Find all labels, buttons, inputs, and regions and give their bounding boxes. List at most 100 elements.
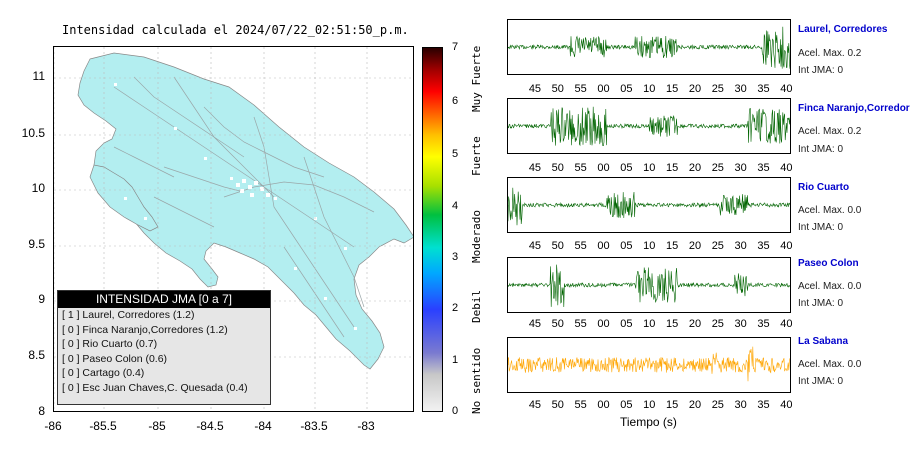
time-tick: 00	[597, 399, 610, 411]
map-y-tick: 8.5	[28, 348, 45, 362]
map-x-tick: -84	[254, 419, 272, 433]
time-tick: 00	[597, 318, 610, 330]
waveform-trace	[508, 187, 790, 226]
legend-row: [ 0 ] Paseo Colon (0.6)	[62, 352, 168, 365]
station-name: Laurel, Corredores	[798, 24, 888, 35]
time-tick: 40	[780, 318, 793, 330]
time-tick: 00	[597, 240, 610, 252]
colorbar-tick: 6	[452, 95, 459, 107]
waveform-time-ticks: 45 50 55 00 05 10 15 20 25 30 35 40	[507, 240, 793, 254]
waveform-trace	[508, 26, 790, 69]
map-x-tick: -83	[357, 419, 375, 433]
station-name: La Sabana	[798, 336, 849, 347]
station-jma: Int JMA: 0	[798, 298, 844, 309]
time-tick: 10	[643, 399, 656, 411]
time-tick: 55	[574, 399, 587, 411]
time-tick: 45	[528, 83, 542, 95]
time-tick: 20	[688, 162, 702, 174]
legend-row: [ 0 ] Cartago (0.4)	[62, 367, 145, 379]
colorbar-tick: 3	[452, 251, 459, 263]
time-tick: 15	[665, 318, 679, 330]
station-jma: Int JMA: 0	[798, 65, 844, 76]
time-tick: 05	[620, 318, 633, 330]
time-tick: 25	[711, 399, 724, 411]
station-name: Finca Naranjo,Corredores	[798, 103, 910, 114]
waveform-trace	[508, 346, 790, 382]
time-tick: 45	[528, 399, 542, 411]
legend-row: [ 0 ] Esc Juan Chaves,C. Quesada (0.4)	[62, 381, 248, 394]
time-tick: 45	[528, 240, 542, 252]
station-acel: Acel. Max. 0.2	[798, 126, 862, 137]
time-tick: 25	[711, 83, 724, 95]
time-tick: 30	[734, 240, 747, 252]
time-tick: 30	[734, 318, 747, 330]
station-name: Paseo Colon	[798, 258, 859, 269]
station-acel: Acel. Max. 0.2	[798, 48, 862, 59]
time-tick: 40	[780, 83, 793, 95]
time-tick: 25	[711, 240, 724, 252]
colorbar-label-moderado: Moderado	[470, 210, 483, 263]
time-tick: 00	[597, 83, 610, 95]
colorbar-label-no-sentido: No sentido	[470, 347, 483, 414]
time-tick: 35	[757, 240, 770, 252]
time-tick: 05	[620, 83, 633, 95]
time-tick: 15	[665, 83, 679, 95]
colorbar-label-muy-fuerte: Muy Fuerte	[470, 45, 483, 112]
waveform-time-ticks: 45 50 55 00 05 10 15 20 25 30 35 40	[507, 162, 793, 176]
colorbar-tick: 2	[452, 302, 459, 314]
waveform-time-ticks: 45 50 55 00 05 10 15 20 25 30 35 40	[507, 399, 793, 413]
intensity-legend: INTENSIDAD JMA [0 a 7] [ 1 ] Laurel, Cor…	[57, 290, 271, 405]
time-tick: 50	[551, 240, 564, 252]
time-tick: 50	[551, 318, 564, 330]
waveform-time-ticks: 45 50 55 00 05 10 15 20 25 30 35 40	[507, 318, 793, 332]
time-tick: 35	[757, 162, 770, 174]
time-tick: 30	[734, 162, 747, 174]
map-x-tick: -83.5	[300, 419, 328, 433]
time-tick: 10	[643, 240, 656, 252]
map-x-tick: -84.5	[196, 419, 224, 433]
colorbar-tick: 4	[452, 200, 459, 212]
legend-row: [ 0 ] Finca Naranjo,Corredores (1.2)	[62, 323, 228, 336]
time-tick: 30	[734, 83, 747, 95]
time-tick: 55	[574, 162, 587, 174]
time-tick: 40	[780, 240, 793, 252]
time-tick: 00	[597, 162, 610, 174]
station-jma: Int JMA: 0	[798, 222, 844, 233]
time-tick: 50	[551, 162, 564, 174]
time-tick: 15	[665, 399, 679, 411]
map-y-tick: 9	[38, 292, 45, 306]
colorbar-tick: 1	[452, 354, 459, 366]
colorbar-tick: 7	[452, 41, 459, 53]
map-y-tick: 10.5	[21, 126, 45, 140]
waveform-panel	[507, 257, 791, 313]
time-tick: 20	[688, 240, 702, 252]
time-tick: 30	[734, 399, 747, 411]
time-tick: 55	[574, 318, 587, 330]
time-tick: 25	[711, 162, 724, 174]
time-tick: 55	[574, 240, 587, 252]
time-tick: 55	[574, 83, 587, 95]
waveform-panel	[507, 177, 791, 233]
map-x-tick: -86	[44, 419, 62, 433]
station-acel: Acel. Max. 0.0	[798, 205, 862, 216]
time-tick: 15	[665, 240, 679, 252]
time-tick: 40	[780, 162, 793, 174]
station-jma: Int JMA: 0	[798, 376, 844, 387]
map-y-tick: 8	[38, 404, 45, 418]
waveform-panel	[507, 19, 791, 75]
map-y-tick: 11	[32, 69, 45, 83]
legend-row: [ 0 ] Rio Cuarto (0.7)	[62, 338, 158, 350]
time-tick: 10	[643, 162, 656, 174]
waveform-trace	[508, 106, 790, 147]
station-jma: Int JMA: 0	[798, 144, 844, 155]
intensity-colorbar	[422, 47, 443, 412]
legend-header: INTENSIDAD JMA [0 a 7]	[58, 291, 270, 308]
station-acel: Acel. Max. 0.0	[798, 359, 862, 370]
map-title: Intensidad calculada el 2024/07/22_02:51…	[62, 23, 409, 37]
time-tick: 35	[757, 83, 770, 95]
time-tick: 05	[620, 399, 633, 411]
time-tick: 50	[551, 83, 564, 95]
colorbar-label-fuerte: Fuerte	[470, 136, 483, 176]
time-tick: 35	[757, 399, 770, 411]
waveform-trace	[508, 264, 790, 308]
